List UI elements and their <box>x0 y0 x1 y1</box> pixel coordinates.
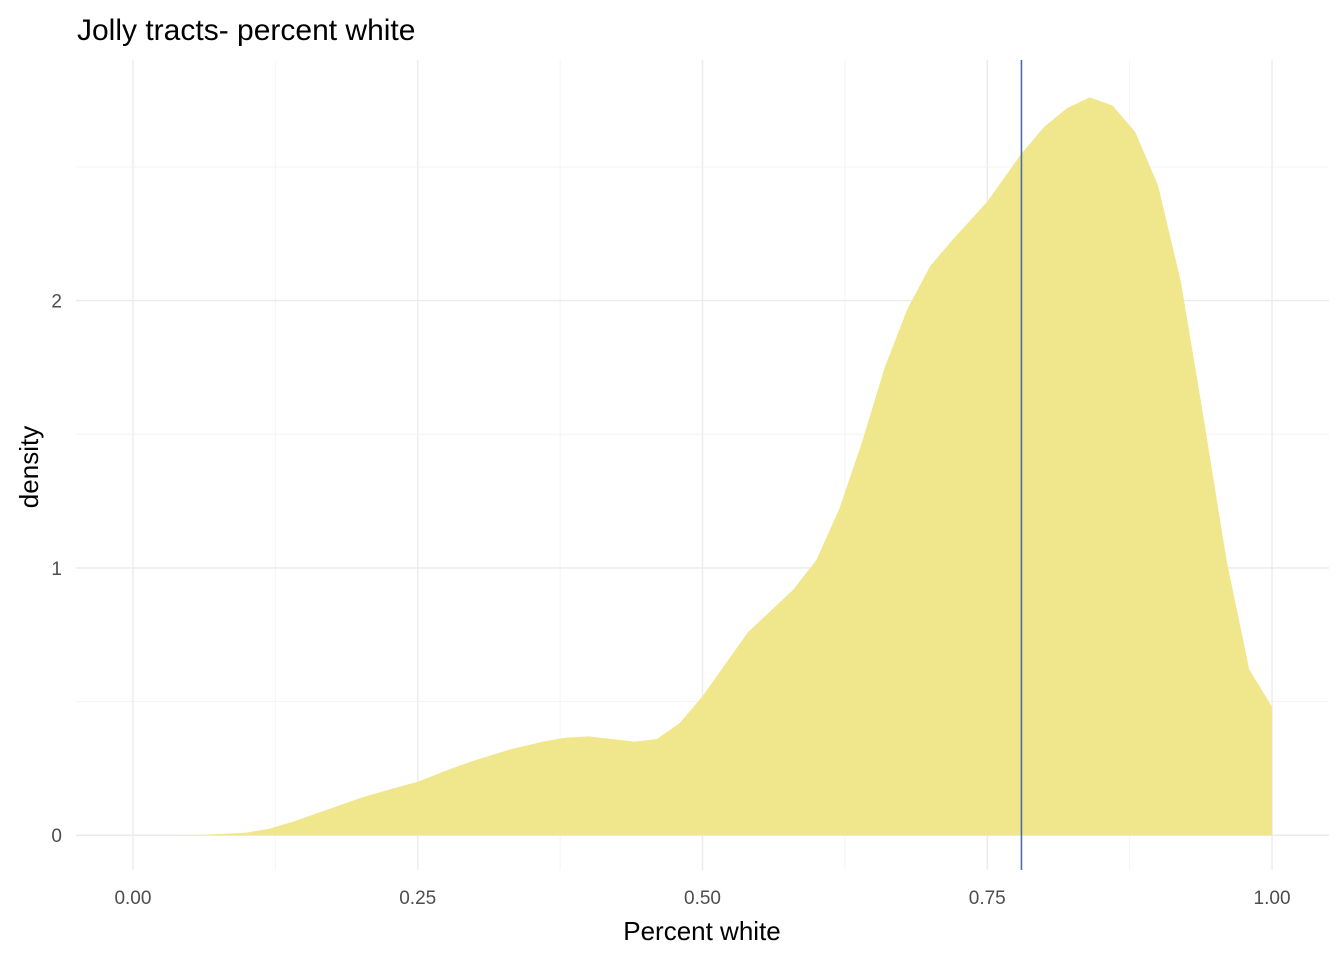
x-tick-label: 1.00 <box>1254 888 1291 909</box>
chart-title: Jolly tracts- percent white <box>77 14 415 47</box>
x-tick-labels: 0.00 0.25 0.50 0.75 1.00 <box>114 888 1290 909</box>
y-tick-label: 1 <box>51 559 62 580</box>
x-tick-label: 0.50 <box>684 888 721 909</box>
y-axis-label: density <box>14 426 44 508</box>
x-tick-label: 0.00 <box>114 888 151 909</box>
y-tick-label: 0 <box>51 826 62 847</box>
x-tick-label: 0.75 <box>969 888 1006 909</box>
x-axis-label: Percent white <box>623 916 781 946</box>
y-tick-label: 2 <box>51 292 62 313</box>
x-tick-label: 0.25 <box>399 888 436 909</box>
y-tick-labels: 0 1 2 <box>51 292 62 848</box>
density-area <box>178 97 1273 836</box>
